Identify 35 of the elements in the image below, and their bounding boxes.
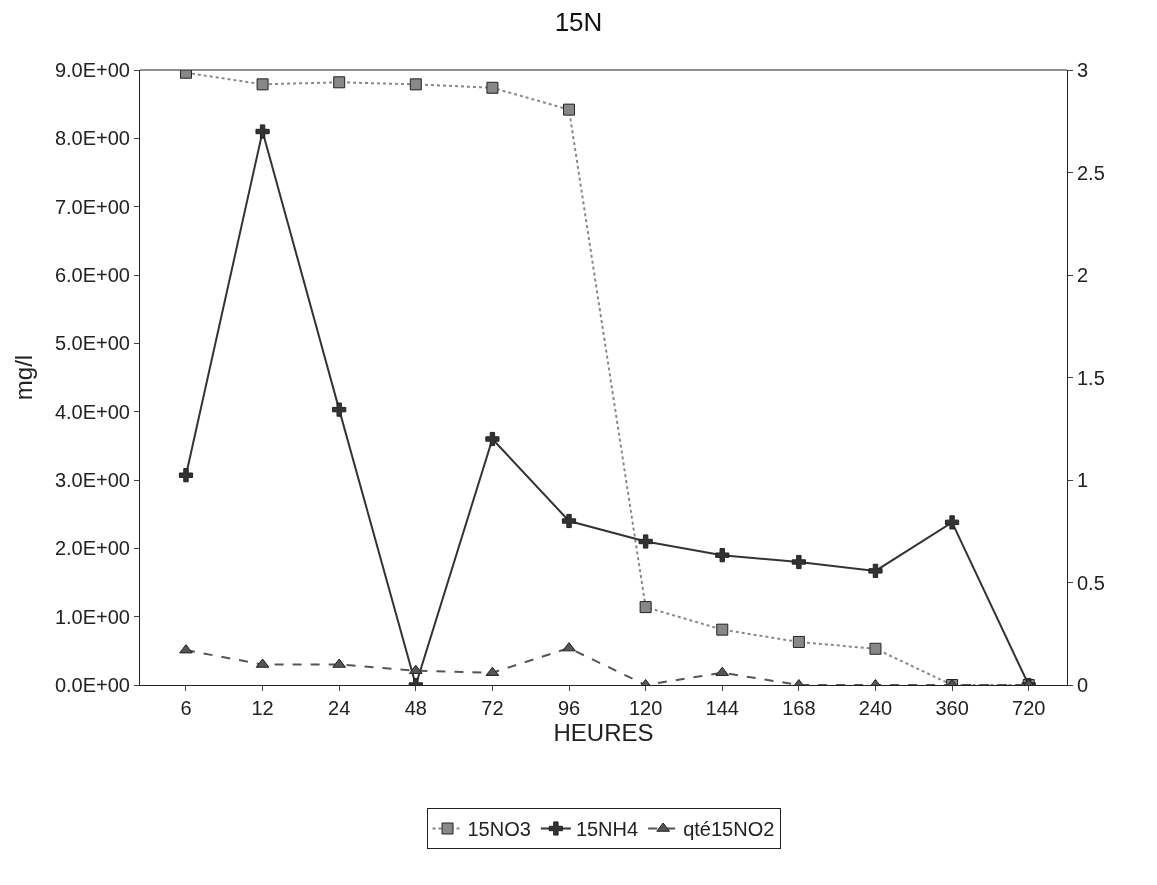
x-tick-label: 144 — [705, 697, 739, 719]
legend-label: 15NO3 — [467, 818, 531, 841]
x-tick-label: 360 — [935, 697, 969, 719]
x-axis-title: HEURES — [553, 719, 654, 746]
y-tick-label: 5.0E+00 — [54, 332, 130, 355]
y-tick-label: 2.0E+00 — [54, 537, 130, 560]
y-tick-label: 1.0E+00 — [54, 605, 130, 628]
y-tick-label: 6.0E+00 — [54, 264, 130, 286]
y-axis-title: mg/l — [10, 354, 38, 401]
legend-label: 15NH4 — [575, 818, 639, 841]
chart-title: 15N — [554, 7, 603, 38]
y-tick-label: 8.0E+00 — [54, 127, 130, 150]
y2-tick-label: 1.5 — [1077, 366, 1105, 389]
y2-tick-label: 3 — [1077, 59, 1089, 81]
y-tick-label: 3.0E+00 — [54, 469, 130, 491]
x-tick-label: 48 — [404, 697, 427, 719]
x-tick-label: 12 — [251, 697, 274, 719]
y-tick-label: 0.0E+00 — [54, 674, 130, 696]
y-tick-label: 7.0E+00 — [54, 195, 130, 218]
x-tick-label: 240 — [858, 697, 893, 719]
x-tick-label: 120 — [628, 697, 663, 719]
legend-label: qté15NO2 — [683, 818, 775, 841]
y2-tick-label: 2.5 — [1077, 161, 1105, 184]
x-tick-label: 24 — [328, 697, 351, 719]
y2-tick-label: 0 — [1077, 674, 1089, 696]
x-tick-label: 6 — [180, 697, 192, 719]
x-tick-label: 720 — [1012, 697, 1046, 719]
y2-tick-label: 2 — [1077, 264, 1089, 286]
y2-tick-label: 1 — [1077, 469, 1089, 491]
x-tick-label: 168 — [782, 697, 816, 719]
y-tick-label: 4.0E+00 — [54, 400, 130, 423]
y2-tick-label: 0.5 — [1077, 571, 1105, 594]
x-tick-label: 72 — [481, 697, 504, 719]
x-tick-label: 96 — [557, 697, 581, 719]
y-tick-label: 9.0E+00 — [54, 59, 130, 81]
